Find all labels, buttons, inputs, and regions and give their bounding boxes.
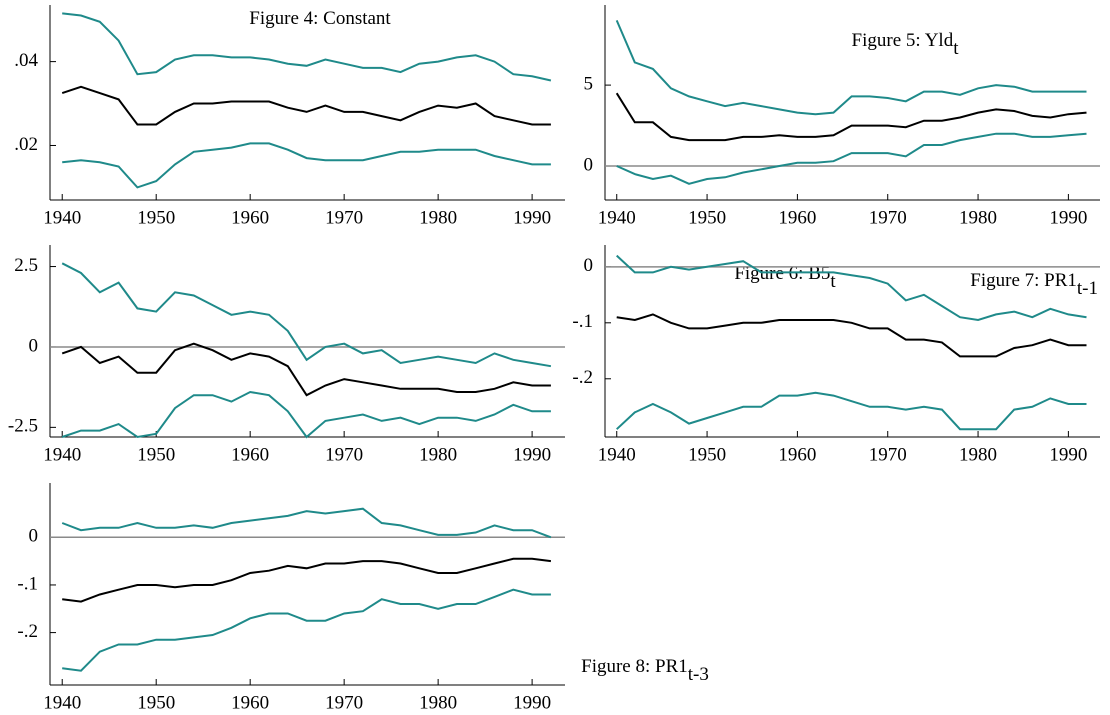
x-tick-label: 1940 xyxy=(43,444,81,465)
series-line xyxy=(616,254,1087,322)
panel: -.2 -.1 0 1940 1950 1960 1970 1980 1990 Figure 7:… xyxy=(572,245,1100,465)
series-line xyxy=(61,262,552,368)
series-line xyxy=(615,92,1087,142)
x-tick-label: 1950 xyxy=(137,207,175,228)
y-tick-label: 0 xyxy=(584,154,594,175)
x-tick-label: 1980 xyxy=(419,444,457,465)
title-subscript: t-3 xyxy=(688,664,709,685)
x-tick-label: 1990 xyxy=(1049,207,1087,228)
y-tick-label: 0 xyxy=(29,335,39,356)
y-tick-label: 0 xyxy=(584,255,594,276)
y-tick-label: -.2 xyxy=(572,367,593,388)
panel: -.2 -.1 0 1940 1950 1960 1970 1980 1990 Figure 8:… xyxy=(17,483,709,713)
series-line xyxy=(61,507,552,539)
y-tick-label: .04 xyxy=(14,50,38,71)
series-line xyxy=(61,390,551,439)
title-text: Figure 4: Constant xyxy=(249,8,391,29)
series-line xyxy=(616,132,1087,185)
x-tick-label: 1980 xyxy=(419,692,457,713)
series-line xyxy=(616,391,1087,431)
series-line xyxy=(62,142,551,189)
chart-title: Figure 8: PR1t-3 xyxy=(581,656,709,685)
chart-title: Figure 6: B5t xyxy=(734,263,836,292)
series-line xyxy=(62,557,552,603)
x-tick-label: 1960 xyxy=(231,444,269,465)
chart-title: Figure 7: PR1t-1 xyxy=(970,270,1098,299)
y-tick-label: -2.5 xyxy=(8,416,38,437)
x-tick-label: 1990 xyxy=(513,692,551,713)
panel: 0 5 1940 1950 1960 1970 1980 1990 Figure 5: Yldt xyxy=(584,5,1100,228)
x-tick-label: 1970 xyxy=(325,444,363,465)
title-text: Figure 6: B5 xyxy=(734,263,830,284)
x-tick-label: 1970 xyxy=(869,207,907,228)
x-tick-label: 1960 xyxy=(231,692,269,713)
y-tick-label: -.1 xyxy=(17,573,38,594)
y-tick-label: .02 xyxy=(14,134,38,155)
x-tick-label: 1950 xyxy=(137,692,175,713)
x-tick-label: 1980 xyxy=(959,207,997,228)
x-tick-label: 1990 xyxy=(513,207,551,228)
title-subscript: t xyxy=(830,271,836,292)
series-line xyxy=(615,20,1087,116)
x-tick-label: 1950 xyxy=(688,207,726,228)
x-tick-label: 1970 xyxy=(325,692,363,713)
y-tick-label: -.1 xyxy=(572,311,593,332)
y-tick-label: -.2 xyxy=(17,621,38,642)
x-tick-label: 1960 xyxy=(231,207,269,228)
title-text: Figure 7: PR1 xyxy=(970,270,1077,291)
title-text: Figure 5: Yld xyxy=(852,30,954,51)
title-subscript: t-1 xyxy=(1077,278,1098,299)
x-tick-label: 1970 xyxy=(325,207,363,228)
x-tick-label: 1940 xyxy=(43,207,81,228)
x-tick-label: 1980 xyxy=(959,444,997,465)
title-subscript: t xyxy=(953,38,959,59)
x-tick-label: 1940 xyxy=(598,207,636,228)
x-tick-label: 1950 xyxy=(688,444,726,465)
x-tick-label: 1950 xyxy=(137,444,175,465)
title-text: Figure 8: PR1 xyxy=(581,656,688,677)
x-tick-label: 1990 xyxy=(513,444,551,465)
x-tick-label: 1960 xyxy=(778,444,816,465)
series-line xyxy=(61,342,551,397)
series-line xyxy=(616,313,1087,358)
panel: .02 .04 1940 1950 1960 1970 1980 1990 Figure 4: … xyxy=(14,5,565,228)
chart-title: Figure 4: Constant xyxy=(249,8,391,29)
series-line xyxy=(62,12,552,82)
x-tick-label: 1960 xyxy=(778,207,816,228)
y-tick-label: 5 xyxy=(584,73,594,94)
chart-title: Figure 5: Yldt xyxy=(852,30,960,59)
x-tick-label: 1970 xyxy=(869,444,907,465)
x-tick-label: 1940 xyxy=(43,692,81,713)
x-tick-label: 1980 xyxy=(419,207,457,228)
series-line xyxy=(61,85,551,126)
panel: -2.5 0 2.5 1940 1950 1960 1970 1980 1990 Figure 6… xyxy=(8,245,836,465)
x-tick-label: 1990 xyxy=(1049,444,1087,465)
y-tick-label: 2.5 xyxy=(14,255,38,276)
x-tick-label: 1940 xyxy=(598,444,636,465)
series-line xyxy=(62,588,551,672)
y-tick-label: 0 xyxy=(29,526,39,547)
